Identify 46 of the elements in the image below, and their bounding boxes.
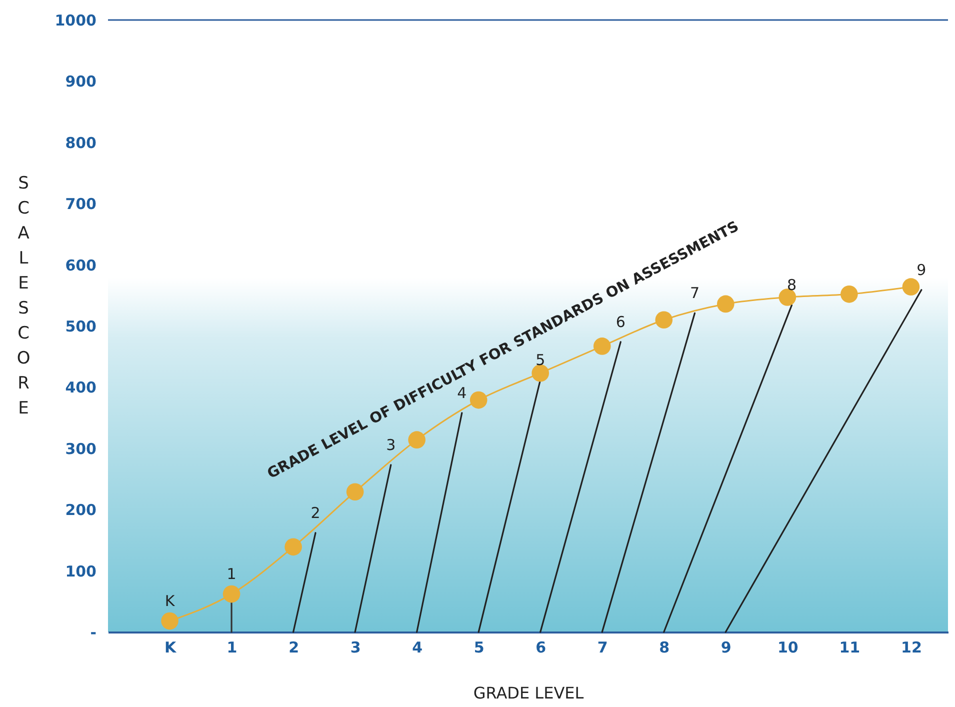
point [655,311,673,329]
x-tick-label: 8 [659,638,670,656]
point [284,538,302,556]
point [902,278,920,296]
y-tick-label: 200 [65,501,96,520]
x-tick-label: 6 [536,638,546,656]
y-tick-label: 300 [65,440,96,458]
x-tick-label: 12 [901,638,922,656]
x-tick-label: 7 [597,638,608,656]
point [161,612,178,630]
annotation: 6 [616,312,626,331]
annotation: 2 [310,504,320,522]
y-tick-label: 800 [65,134,96,152]
x-tick-label: 11 [839,638,860,656]
y-tick-label: 1000 [54,12,96,30]
y-tick-label: 900 [65,72,96,91]
point [778,288,796,306]
x-tick-label: 10 [777,638,798,656]
y-tick-label: - [90,624,96,642]
x-tick-label: 5 [474,638,484,656]
x-axis-title: GRADE LEVEL [473,684,584,702]
x-tick-label: 3 [350,638,361,656]
text: SCALE SCORE [16,174,30,418]
annotation: 3 [386,436,396,454]
y-tick-label: 100 [65,562,96,580]
y-tick-label: 400 [65,378,96,397]
x-tick-label: K [164,638,178,656]
annotation: 5 [536,350,546,369]
annotation: 1 [226,565,236,584]
point [346,483,364,500]
point [716,295,734,313]
y-tick-label: 700 [65,195,96,214]
point [408,431,426,448]
x-tick-label: 2 [288,638,300,656]
point [222,585,240,603]
point [840,286,858,303]
annotation: 7 [690,284,700,302]
x-tick-label: 1 [226,638,238,656]
annotation: 8 [786,276,797,294]
x-tick-label: 9 [720,638,732,656]
annotation: K [164,592,176,610]
y-tick-label: 500 [65,318,96,336]
x-tick-label: 4 [412,638,423,656]
y-tick-label: 600 [65,256,96,274]
point [532,364,550,382]
annotation: 9 [916,260,926,279]
